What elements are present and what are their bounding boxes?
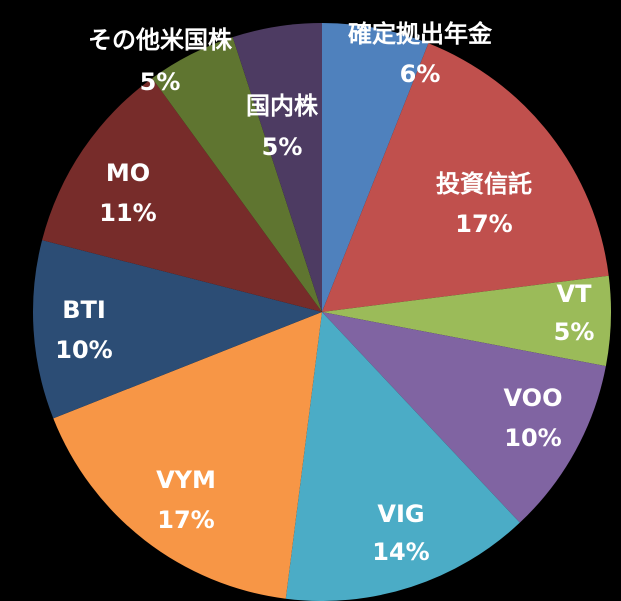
pie-slice-2 — [322, 43, 609, 312]
slice-percent-label-8: 11% — [99, 199, 156, 227]
slice-percent-label-7: 10% — [55, 336, 112, 364]
slice-name-label-8: MO — [106, 159, 150, 187]
slice-percent-label-5: 14% — [372, 538, 429, 566]
pie-slice-3 — [322, 275, 611, 367]
slice-name-label-4: VOO — [504, 384, 563, 412]
slice-name-label-6: VYM — [156, 466, 216, 494]
slice-name-label-2: 投資信託 — [436, 170, 532, 198]
pie-slice-1 — [322, 23, 429, 312]
slice-percent-label-9: 5% — [140, 68, 181, 96]
pie-slice-9 — [152, 37, 322, 312]
slice-name-label-5: VIG — [377, 500, 424, 528]
slice-name-label-1: 確定拠出年金 — [348, 20, 493, 48]
slice-percent-label-6: 17% — [157, 506, 214, 534]
slice-percent-label-4: 10% — [504, 424, 561, 452]
slice-name-label-7: BTI — [62, 296, 106, 324]
slice-name-label-10: 国内株 — [246, 92, 319, 120]
slice-percent-label-1: 6% — [400, 60, 441, 88]
slice-name-label-3: VT — [557, 280, 593, 308]
pie-slice-4 — [322, 312, 606, 523]
slice-name-label-9: その他米国株 — [88, 26, 233, 54]
slice-percent-label-2: 17% — [455, 210, 512, 238]
slice-percent-label-10: 5% — [262, 133, 303, 161]
pie-slice-7 — [32, 240, 322, 419]
pie-slice-8 — [42, 78, 322, 312]
pie-slice-6 — [53, 312, 322, 599]
pie-labels: 確定拠出年金 6% 投資信託 17% VT 5% VOO 10% VIG 14% VYM 17% BTI… — [55, 20, 594, 566]
slice-percent-label-3: 5% — [554, 318, 595, 346]
pie-slice-5 — [285, 312, 520, 601]
pie-slice-10 — [232, 23, 322, 312]
pie-slices — [32, 23, 611, 601]
